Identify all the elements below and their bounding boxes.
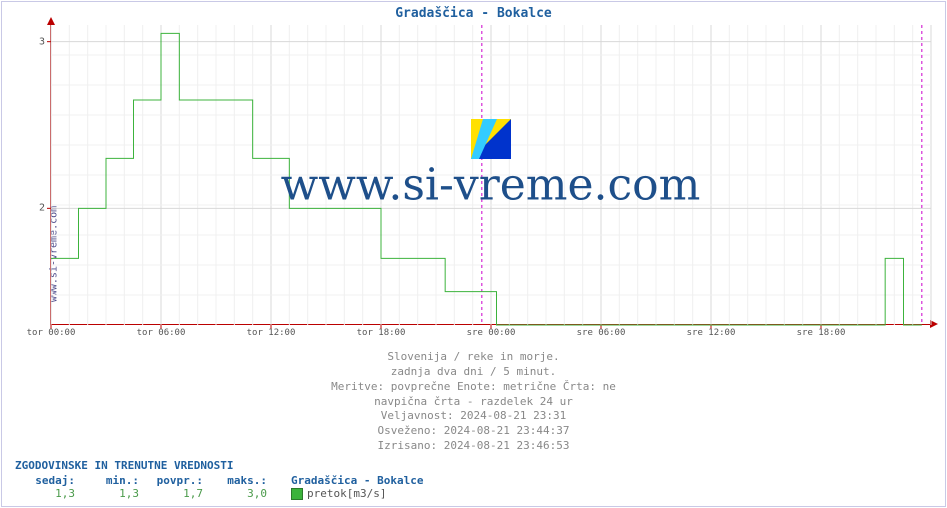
xtick-label: sre 12:00 [687,328,736,338]
legend-col-header: sedaj: [15,474,75,487]
info-line: Izrisano: 2024-08-21 23:46:53 [0,439,947,454]
legend-col-header: maks.: [207,474,267,487]
xtick-label: sre 00:00 [467,328,516,338]
xtick-label: sre 06:00 [577,328,626,338]
ytick-label: 2 [39,203,45,214]
info-line: Meritve: povprečne Enote: metrične Črta:… [0,380,947,395]
info-line: Veljavnost: 2024-08-21 23:31 [0,409,947,424]
legend-col-header: min.: [79,474,139,487]
xtick-label: tor 06:00 [137,328,186,338]
xtick-label: sre 18:00 [797,328,846,338]
legend-block: ZGODOVINSKE IN TRENUTNE VREDNOSTI sedaj:… [15,459,423,500]
xtick-label: tor 18:00 [357,328,406,338]
plot-area: www.si-vreme.com 23tor 00:00tor 06:00tor… [50,25,930,325]
legend-title: ZGODOVINSKE IN TRENUTNE VREDNOSTI [15,459,423,472]
chart-container: Gradaščica - Bokalce www.si-vreme.com ww… [0,0,947,508]
ytick-label: 3 [39,36,45,47]
y-axis-arrow-icon [47,17,55,25]
info-block: Slovenija / reke in morje. zadnja dva dn… [0,350,947,454]
xtick-label: tor 12:00 [247,328,296,338]
chart-title: Gradaščica - Bokalce [0,6,947,21]
legend-col-header: povpr.: [143,474,203,487]
legend-unit-text: pretok[m3/s] [307,487,386,500]
legend-header-row: sedaj: min.: povpr.: maks.: Gradaščica -… [15,474,423,487]
info-line: Osveženo: 2024-08-21 23:44:37 [0,424,947,439]
info-line: navpična črta - razdelek 24 ur [0,395,947,410]
xtick-label: tor 00:00 [27,328,76,338]
legend-series-unit: pretok[m3/s] [291,487,386,500]
legend-val: 3,0 [207,487,267,500]
legend-swatch-icon [291,488,303,500]
plot-svg [51,25,931,325]
legend-series-name: Gradaščica - Bokalce [291,474,423,487]
legend-val: 1,7 [143,487,203,500]
info-line: zadnja dva dni / 5 minut. [0,365,947,380]
legend-val: 1,3 [15,487,75,500]
legend-value-row: 1,3 1,3 1,7 3,0 pretok[m3/s] [15,487,423,500]
info-line: Slovenija / reke in morje. [0,350,947,365]
legend-val: 1,3 [79,487,139,500]
